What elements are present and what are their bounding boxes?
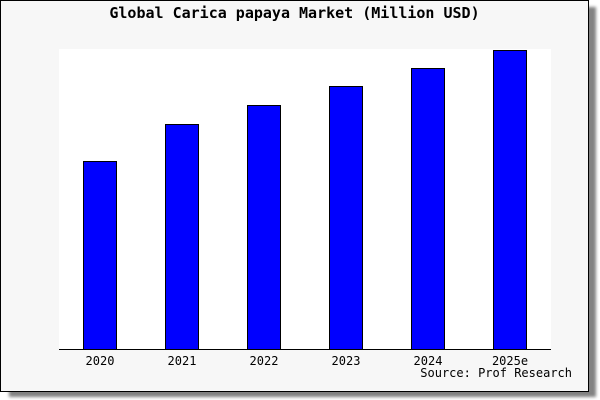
x-tick-label-2021: 2021 xyxy=(167,354,197,368)
bar-2022 xyxy=(247,105,281,349)
bar-2021 xyxy=(165,124,199,349)
chart-title: Global Carica papaya Market (Million USD… xyxy=(109,4,480,22)
x-axis-labels: 2020 2021 2022 2023 2024 2025e xyxy=(59,354,551,369)
plot-area xyxy=(59,49,551,350)
bar-2020 xyxy=(83,161,117,349)
x-tick-label-2025e: 2025e xyxy=(491,354,529,368)
source-note: Source: Prof Research xyxy=(420,366,572,380)
chart-frame: Global Carica papaya Market (Million USD… xyxy=(0,0,589,392)
x-tick-label-2020: 2020 xyxy=(85,354,115,368)
bar-2024 xyxy=(411,68,445,349)
bar-2023 xyxy=(329,86,363,349)
bar-2025e xyxy=(493,50,527,349)
x-tick-label-2023: 2023 xyxy=(331,354,361,368)
x-tick-label-2022: 2022 xyxy=(249,354,279,368)
x-tick-label-2024: 2024 xyxy=(413,354,443,368)
